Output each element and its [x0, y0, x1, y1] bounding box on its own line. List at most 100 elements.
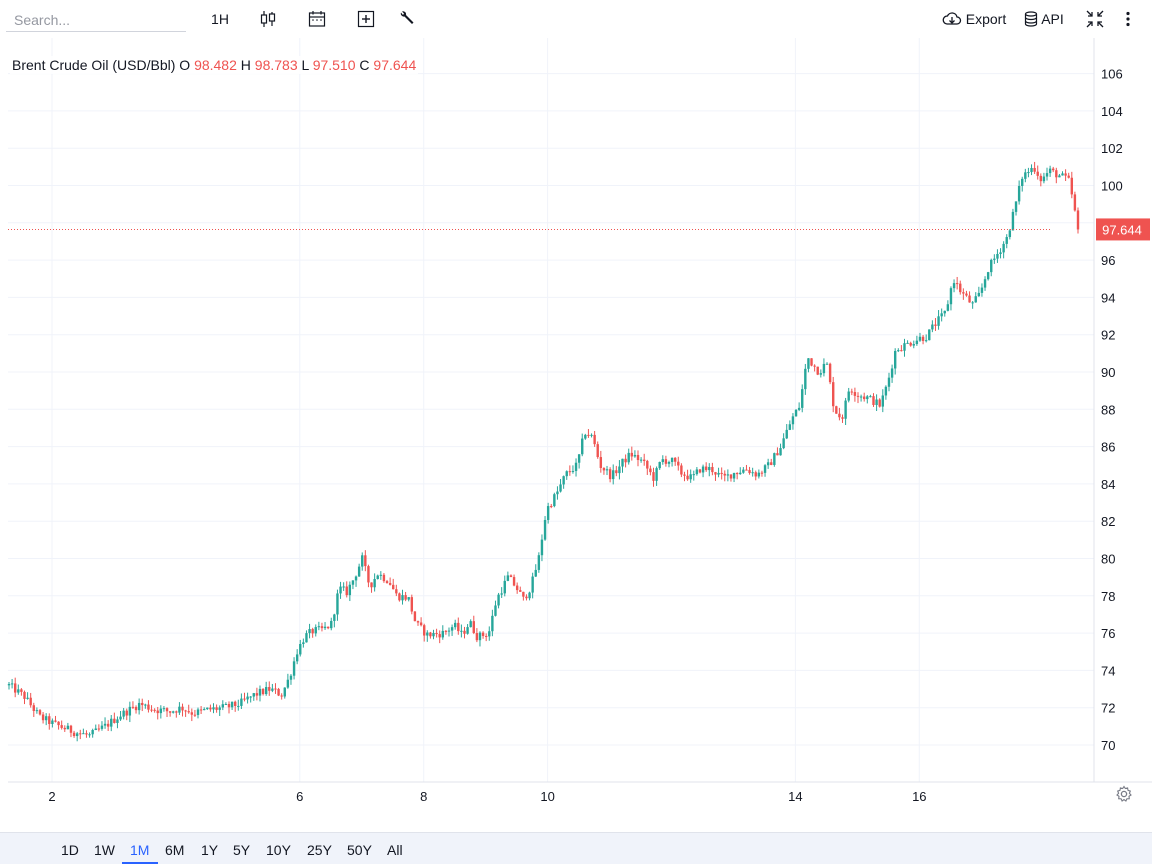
candle-body [903, 343, 906, 351]
candle-body [810, 358, 813, 366]
candle [395, 584, 398, 597]
candle [100, 721, 104, 731]
range-button-1m[interactable]: 1M [130, 842, 150, 858]
candle-body [1073, 194, 1077, 211]
candle-body [599, 457, 603, 468]
candle [577, 454, 581, 469]
price-chart[interactable]: 7072747678808284868890929496981001021041… [0, 38, 1152, 832]
more-vertical-icon[interactable] [1120, 6, 1136, 32]
candle-body [968, 295, 971, 303]
add-indicator-icon[interactable] [355, 6, 377, 32]
candles-icon[interactable] [257, 6, 279, 32]
candle [407, 597, 410, 602]
candle-body [141, 702, 144, 706]
candle [708, 463, 711, 477]
candle [897, 348, 900, 353]
range-button-25y[interactable]: 25Y [307, 842, 332, 858]
candle [69, 724, 73, 738]
candle-body [376, 575, 379, 580]
candle-body [593, 434, 596, 445]
candle [630, 446, 634, 461]
candle-body [271, 688, 274, 691]
candle-body [649, 468, 652, 473]
export-button[interactable]: Export [940, 6, 1008, 32]
candle [878, 398, 881, 408]
interval-button[interactable]: 1H [211, 11, 229, 27]
search-input[interactable] [6, 8, 186, 32]
candle-body [435, 632, 438, 635]
candle-body [472, 621, 475, 634]
candle-body [475, 633, 479, 641]
candle-body [345, 586, 348, 596]
candle-body [280, 695, 283, 697]
candle-body [952, 283, 956, 289]
low-label: L [301, 57, 309, 73]
candle-body [863, 396, 866, 400]
candle-body [856, 395, 860, 397]
candle [698, 468, 702, 474]
candle-body [584, 434, 587, 439]
candle-body [230, 701, 234, 708]
candle-body [509, 575, 513, 578]
candle [57, 721, 60, 730]
candle [531, 572, 534, 599]
range-button-6m[interactable]: 6M [165, 842, 185, 858]
candle-body [735, 472, 739, 475]
candle-body [909, 342, 912, 346]
candle-body [484, 635, 488, 637]
candle-body [528, 592, 531, 599]
candle-body [559, 484, 562, 492]
candle [1058, 173, 1061, 178]
candle [29, 692, 32, 708]
candle-body [48, 716, 51, 724]
candle [983, 276, 987, 291]
candle [918, 332, 922, 342]
candle-body [361, 555, 364, 567]
candle [952, 279, 956, 293]
candle [156, 706, 159, 720]
candle [258, 685, 262, 702]
candle-body [17, 689, 20, 693]
candle [565, 470, 568, 480]
chart-settings-icon[interactable] [1115, 785, 1133, 803]
candle-body [686, 475, 689, 480]
candle [701, 464, 705, 478]
candle [326, 626, 330, 630]
collapse-icon[interactable] [1084, 6, 1106, 32]
api-button[interactable]: API [1022, 6, 1066, 32]
range-button-1y[interactable]: 1Y [201, 842, 219, 858]
candle [1024, 168, 1027, 183]
candle-body [729, 474, 733, 479]
candle-body [314, 627, 317, 634]
instrument-name: Brent Crude Oil (USD/Bbl) [12, 57, 176, 73]
candle-body [782, 438, 785, 449]
axes-layer: 7072747678808284868890929496981001021041… [8, 38, 1152, 804]
range-button-1d[interactable]: 1D [61, 842, 79, 858]
candle-body [203, 709, 206, 711]
range-button-all[interactable]: All [387, 842, 403, 858]
wrench-icon[interactable] [396, 6, 418, 32]
range-button-10y[interactable]: 10Y [266, 842, 291, 858]
range-button-5y[interactable]: 5Y [233, 842, 251, 858]
candle [602, 467, 606, 475]
candle [971, 301, 974, 309]
candle [44, 713, 48, 726]
candle [763, 464, 767, 477]
candle [912, 340, 915, 349]
candle-body [869, 396, 872, 398]
candle [670, 457, 674, 467]
candle [110, 714, 113, 732]
range-button-50y[interactable]: 50Y [347, 842, 372, 858]
candle-body [955, 283, 959, 285]
candle [735, 472, 739, 480]
candle-body [949, 288, 953, 305]
close-value: 97.644 [373, 57, 417, 73]
candle [20, 688, 23, 696]
range-button-1w[interactable]: 1W [94, 842, 115, 858]
candle [392, 578, 395, 590]
candle-body [943, 310, 946, 314]
candle-body [463, 630, 466, 634]
calendar-icon[interactable] [306, 6, 328, 32]
candle [680, 463, 683, 478]
candle [785, 424, 788, 440]
